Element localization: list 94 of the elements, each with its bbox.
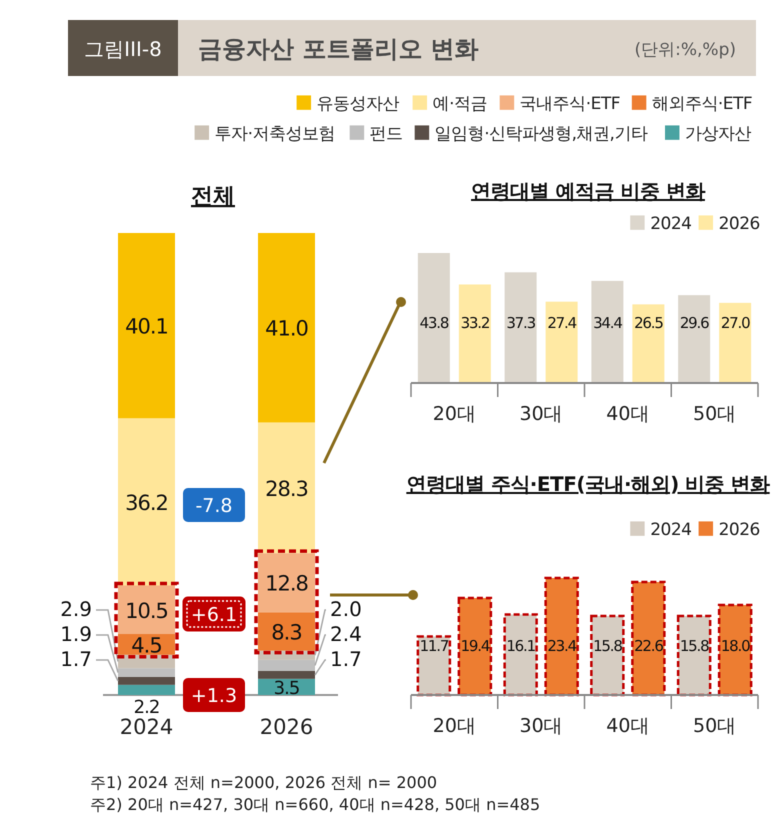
bar (416, 635, 452, 696)
data-label: 12.8 (265, 572, 308, 596)
bar (631, 580, 666, 696)
data-label: 15.8 (593, 637, 622, 655)
data-label: 26.5 (634, 314, 664, 332)
chart-title: 연령대별 주식·ETF(국내·해외) 비중 변화 (406, 472, 770, 496)
value-badge: +1.3 (183, 678, 245, 712)
data-label: 15.8 (680, 637, 710, 655)
data-label: 2.4 (330, 622, 362, 646)
legend-label: 유동성자산 (316, 94, 400, 114)
bar (418, 253, 450, 383)
legend-label: 가상자산 (685, 124, 752, 144)
bar (258, 670, 315, 679)
data-label: 34.4 (593, 314, 622, 332)
legend-label: 2026 (718, 520, 760, 540)
bar (632, 304, 664, 383)
legend-label: 해외주식·ETF (652, 94, 752, 114)
legend-label: 투자·저축성보험 (214, 124, 336, 144)
bar (258, 233, 315, 422)
annotation: +6.1 (190, 604, 238, 626)
legend-label: 2024 (650, 520, 692, 540)
x-tick-label: 20대 (432, 715, 476, 737)
bar (590, 614, 625, 696)
data-label: 22.6 (634, 637, 664, 655)
text: 그림III-8 (84, 37, 162, 61)
bar (503, 613, 538, 696)
data-label: 41.0 (265, 316, 308, 341)
legend-label: 2026 (718, 214, 760, 234)
text: (단위:%,%p) (634, 40, 736, 60)
data-label: 2.9 (60, 597, 92, 621)
data-label: 37.3 (506, 314, 536, 332)
legend-label: 예·적금 (432, 94, 488, 114)
data-label: 11.7 (420, 637, 449, 655)
legend-label: 2024 (650, 214, 692, 234)
annotation: +1.3 (190, 685, 238, 707)
data-label: 29.6 (680, 314, 710, 332)
data-label: 28.3 (265, 476, 308, 501)
text: 주1) 2024 전체 n=2000, 2026 전체 n= 2000 (90, 773, 438, 792)
data-label: 43.8 (420, 314, 449, 332)
data-label: 1.7 (330, 647, 362, 671)
legend-label: 일임형·신탁파생형,채권,기타 (434, 124, 648, 144)
x-tick-label: 40대 (606, 715, 650, 737)
chart-subtitle: 전체 (191, 184, 235, 209)
data-label: 27.4 (547, 314, 577, 332)
x-tick-label: 30대 (520, 403, 563, 425)
bar (546, 302, 578, 383)
data-label: 3.5 (274, 678, 300, 699)
data-label: 1.7 (60, 647, 92, 671)
bar (544, 576, 579, 696)
x-tick-label: 2026 (260, 715, 314, 739)
bar (591, 280, 624, 383)
bar (258, 422, 315, 554)
chart-title: 금융자산 포트폴리오 변화 (198, 35, 479, 63)
chart-title: 연령대별 예적금 비중 변화 (471, 179, 706, 203)
data-label: 2.2 (134, 697, 160, 718)
data-label: 40.1 (125, 314, 168, 339)
data-label: 33.2 (460, 314, 490, 332)
bar (504, 272, 537, 383)
value-badge: +6.1 (182, 596, 246, 632)
text: 주2) 20대 n=427, 30대 n=660, 40대 n=428, 50대 n=485 (90, 795, 540, 814)
bar (678, 295, 710, 383)
x-tick-label: 2024 (120, 715, 174, 739)
data-label: 36.2 (125, 490, 168, 515)
data-label: 23.4 (547, 637, 577, 655)
x-tick-label: 50대 (693, 403, 736, 425)
data-label: 16.1 (506, 637, 536, 655)
bar (719, 302, 752, 383)
bar (258, 612, 315, 651)
bar (258, 553, 315, 612)
value-badge: -7.8 (183, 488, 245, 522)
data-label: 19.4 (460, 637, 490, 655)
bar (458, 596, 492, 696)
annotation: -7.8 (195, 495, 233, 517)
data-label: 2.0 (330, 597, 362, 621)
bar (118, 684, 175, 695)
data-label: 1.9 (60, 622, 92, 646)
bar (118, 586, 175, 634)
data-label: 18.0 (720, 637, 750, 655)
data-label: 8.3 (271, 620, 302, 644)
bar (118, 233, 175, 418)
bar (718, 604, 752, 696)
x-tick-label: 40대 (606, 403, 650, 425)
bar (458, 284, 491, 383)
bar (118, 418, 175, 586)
x-tick-label: 50대 (693, 715, 736, 737)
x-tick-label: 20대 (432, 403, 476, 425)
legend-label: 국내주식·ETF (520, 94, 620, 114)
bar (676, 614, 712, 696)
data-label: 10.5 (125, 598, 168, 623)
legend-label: 펀드 (370, 124, 403, 144)
data-label: 4.5 (131, 633, 162, 658)
x-tick-label: 30대 (520, 715, 563, 737)
data-label: 27.0 (720, 314, 750, 332)
bar (118, 676, 175, 685)
